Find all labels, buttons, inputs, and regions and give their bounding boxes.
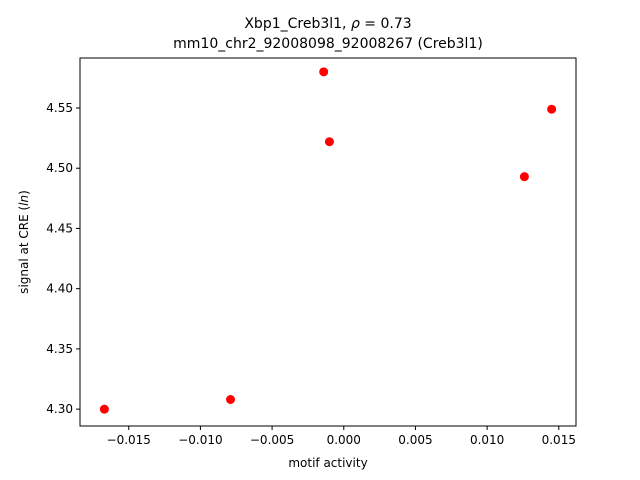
y-tick-label: 4.45 [46,221,73,235]
chart-title-line1: Xbp1_Creb3l1, ρ = 0.73 [244,16,411,32]
scatter-points [99,67,557,414]
x-tick-label: 0.005 [398,433,432,447]
y-tick-label: 4.55 [46,101,73,115]
x-axis-ticks: −0.015 −0.010 −0.005 0.000 0.005 0.010 0.015 [107,426,576,447]
y-tick-label: 4.35 [46,342,73,356]
scatter-point [319,67,329,77]
scatter-point [324,137,334,147]
y-tick-label: 4.30 [46,402,73,416]
plot-area-frame [79,57,577,427]
scatter-point [99,404,109,414]
x-tick-label: −0.005 [250,433,294,447]
x-axis-label: motif activity [288,456,367,470]
y-tick-label: 4.50 [46,161,73,175]
scatter-point [519,172,529,182]
x-tick-label: −0.010 [178,433,222,447]
x-tick-label: 0.000 [327,433,361,447]
scatter-point [226,394,236,404]
scatter-point [547,104,557,114]
y-axis-ticks: 4.30 4.35 4.40 4.45 4.50 4.55 [46,101,80,416]
y-tick-label: 4.40 [46,282,73,296]
x-tick-label: −0.015 [107,433,151,447]
chart-title-line2: mm10_chr2_92008098_92008267 (Creb3l1) [173,36,483,52]
x-tick-label: 0.015 [542,433,576,447]
y-axis-label: signal at CRE (ln) [17,190,31,294]
x-tick-label: 0.010 [470,433,504,447]
